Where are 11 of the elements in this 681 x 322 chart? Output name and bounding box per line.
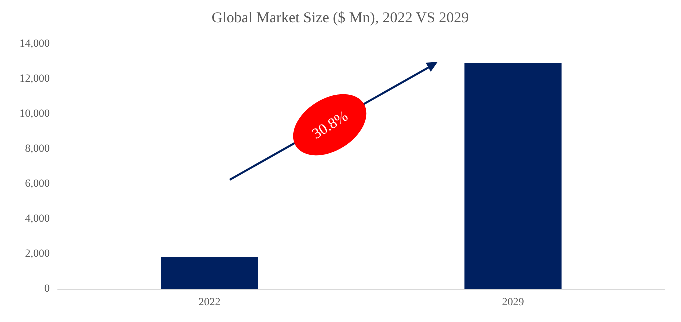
y-tick-label: 2,000 [25, 248, 50, 260]
y-tick-label: 0 [44, 283, 50, 295]
y-tick-label: 6,000 [25, 178, 50, 190]
y-tick-label: 12,000 [20, 73, 50, 85]
x-tick-label: 2022 [198, 296, 221, 308]
y-tick-label: 10,000 [20, 108, 50, 120]
x-tick-label: 2029 [502, 296, 525, 308]
y-tick-label: 14,000 [20, 38, 50, 50]
y-tick-label: 4,000 [25, 213, 50, 225]
y-tick-label: 8,000 [25, 143, 50, 155]
chart-title: Global Market Size ($ Mn), 2022 VS 2029 [212, 10, 470, 26]
